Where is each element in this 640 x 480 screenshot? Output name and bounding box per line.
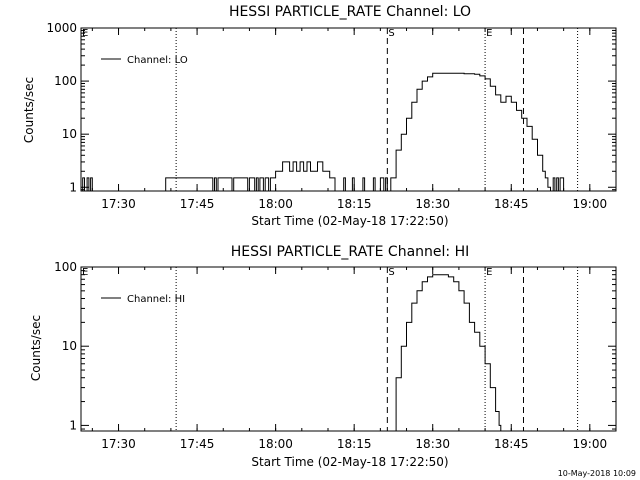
- x-axis-label: Start Time (02-May-18 17:22:50): [251, 455, 448, 469]
- x-axis-ticks: 17:30 17:45 18:00 18:15 18:30 18:45 19:00: [91, 28, 617, 211]
- event-marker-label: E: [82, 28, 88, 39]
- event-marker-label: S: [388, 28, 394, 39]
- panel-channel-hi: HESSI PARTICLE_RATE Channel: HI Start Ti…: [29, 244, 617, 469]
- x-axis-label: Start Time (02-May-18 17:22:50): [251, 214, 448, 228]
- y-tick-label: 100: [54, 74, 77, 88]
- x-tick-label: 17:45: [180, 437, 215, 451]
- series-group: [81, 72, 566, 192]
- x-tick-label: 17:45: [180, 197, 215, 211]
- legend-label: Channel: LO: [127, 55, 188, 66]
- x-tick-label: 19:00: [573, 437, 608, 451]
- x-tick-label: 18:45: [494, 197, 529, 211]
- series-group: [390, 274, 502, 432]
- x-tick-label: 18:30: [415, 197, 450, 211]
- event-marker-label: S: [388, 267, 394, 278]
- x-tick-label: 18:45: [494, 437, 529, 451]
- y-axis-label: Counts/sec: [22, 77, 36, 143]
- y-tick-label: 1: [69, 180, 77, 194]
- x-tick-label: 17:30: [101, 437, 136, 451]
- y-tick-label: 100: [54, 260, 77, 274]
- y-tick-label: 10: [62, 339, 77, 353]
- series-line-0: [81, 72, 566, 192]
- x-tick-label: 17:30: [101, 197, 136, 211]
- x-tick-label: 18:15: [337, 437, 372, 451]
- plot-frame: [80, 266, 617, 432]
- chart-title: HESSI PARTICLE_RATE Channel: LO: [229, 4, 471, 20]
- x-tick-label: 18:00: [258, 197, 293, 211]
- x-axis-ticks: 17:30 17:45 18:00 18:15 18:30 18:45 19:00: [91, 267, 617, 451]
- x-tick-label: 18:30: [415, 437, 450, 451]
- plot-frame: [80, 27, 617, 192]
- y-axis-ticks: 1 10 100 1000: [46, 21, 616, 194]
- y-axis-ticks: 1 10 100: [54, 260, 616, 432]
- x-tick-label: 18:00: [258, 437, 293, 451]
- legend: Channel: LO: [101, 55, 188, 66]
- chart-title: HESSI PARTICLE_RATE Channel: HI: [231, 244, 469, 260]
- legend: Channel: HI: [101, 294, 185, 305]
- event-marker-label: E: [486, 28, 492, 39]
- event-marker-label: E: [82, 267, 88, 278]
- y-axis-label: Counts/sec: [29, 315, 43, 381]
- y-tick-label: 10: [62, 127, 77, 141]
- panel-channel-lo: HESSI PARTICLE_RATE Channel: LO Start Ti…: [22, 4, 617, 228]
- x-tick-label: 18:15: [337, 197, 372, 211]
- event-marker-label: E: [486, 267, 492, 278]
- y-tick-label: 1: [69, 418, 77, 432]
- series-line-0: [390, 274, 502, 432]
- legend-label: Channel: HI: [127, 294, 185, 305]
- y-tick-label: 1000: [46, 21, 77, 35]
- footer-timestamp: 10-May-2018 10:09: [558, 469, 636, 478]
- x-tick-label: 19:00: [573, 197, 608, 211]
